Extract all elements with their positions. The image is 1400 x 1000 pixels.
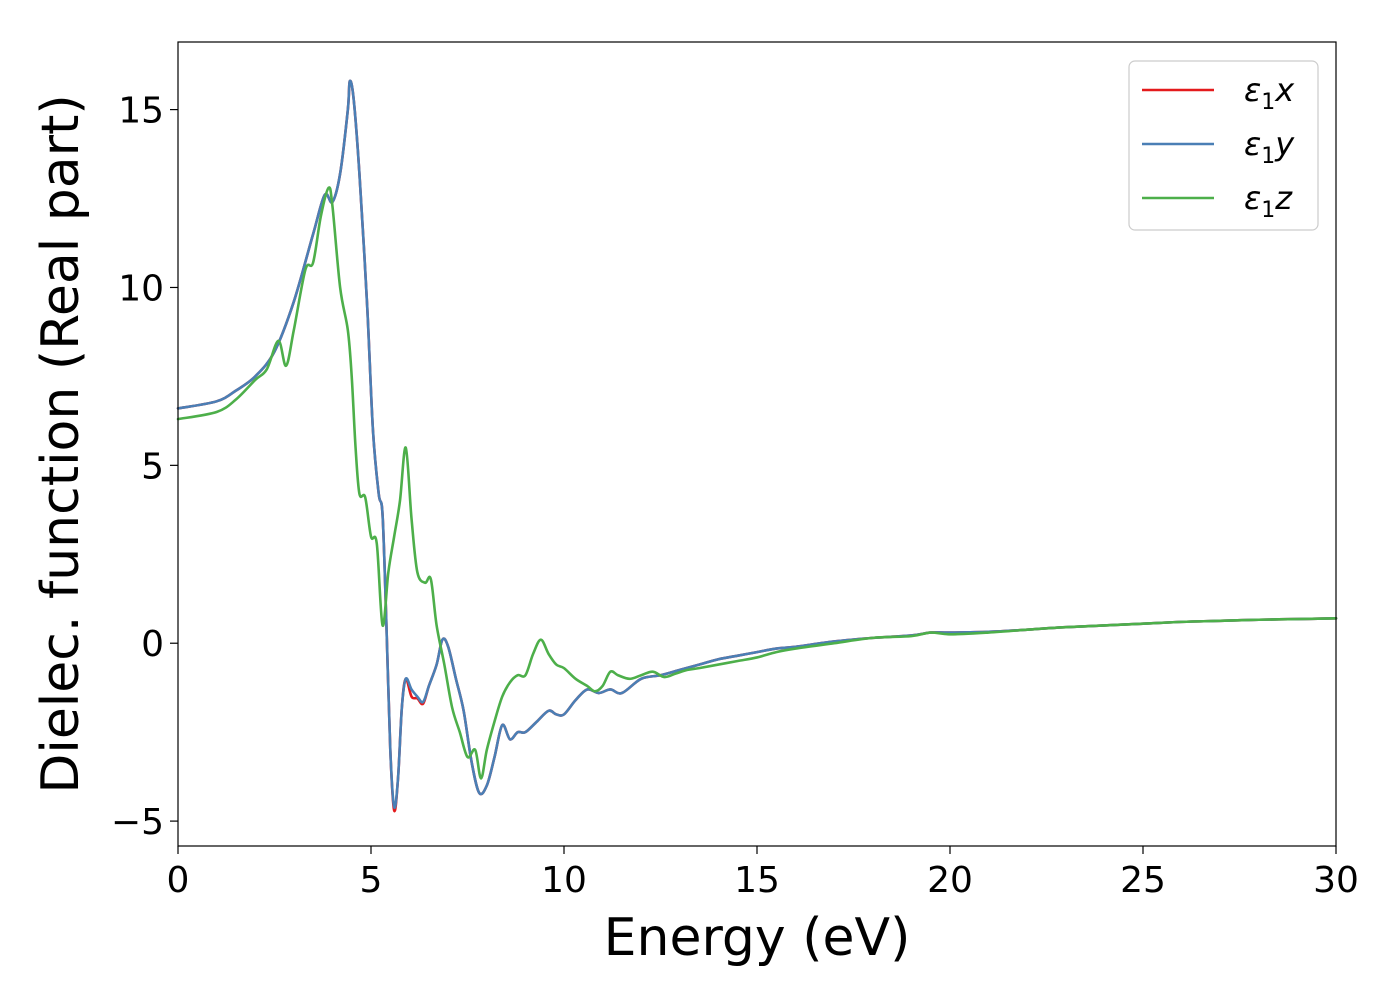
- plot-lines: [176, 79, 1338, 813]
- x-tick-label: 25: [1120, 860, 1166, 901]
- legend-label-x: ε1x: [1244, 71, 1295, 115]
- series-line-z: [176, 186, 1338, 780]
- y-tick-label: 0: [141, 624, 164, 665]
- x-axis-title: Energy (eV): [604, 908, 911, 968]
- x-tick-label: 20: [927, 860, 973, 901]
- y-tick-label: −5: [111, 802, 164, 843]
- legend-label-y: ε1y: [1244, 125, 1295, 169]
- x-tick-label: 15: [734, 860, 780, 901]
- y-axis-ticks: −5 0 5 10 15: [111, 91, 178, 843]
- x-tick-label: 10: [541, 860, 587, 901]
- legend-box: [1128, 60, 1319, 231]
- legend-label-z: ε1z: [1244, 179, 1293, 223]
- y-tick-label: 5: [141, 446, 164, 487]
- y-tick-label: 10: [118, 268, 164, 309]
- legend: ε1x ε1y ε1z: [1128, 60, 1319, 231]
- y-axis-title: Dielec. function (Real part): [31, 94, 91, 793]
- x-tick-label: 5: [360, 860, 383, 901]
- x-tick-label: 30: [1313, 860, 1359, 901]
- x-axis-ticks: 0 5 10 15 20 25 30: [167, 846, 1359, 901]
- y-tick-label: 15: [118, 91, 164, 132]
- x-tick-label: 0: [167, 860, 190, 901]
